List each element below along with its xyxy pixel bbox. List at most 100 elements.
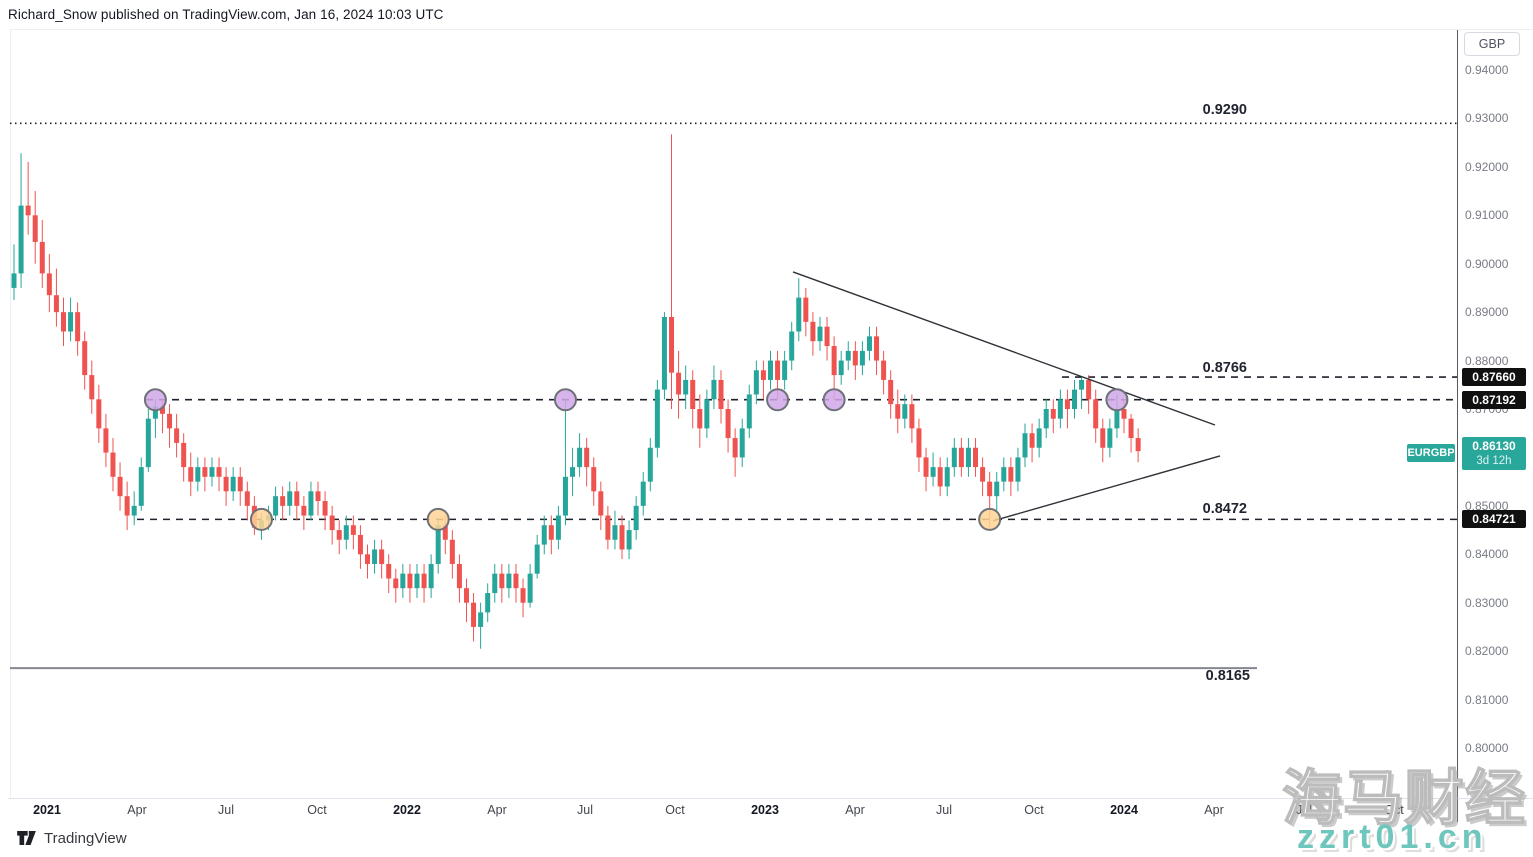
candle <box>711 379 717 400</box>
tradingview-logo-icon[interactable] <box>16 829 37 847</box>
candle <box>1064 399 1070 409</box>
candle <box>916 428 922 458</box>
candle <box>796 297 802 332</box>
level-touch-marker <box>553 388 577 412</box>
candle <box>273 496 279 516</box>
watermark-url: zzrt01.cn <box>1297 818 1488 856</box>
candle <box>223 476 229 492</box>
level-price-badge: 0.84721 <box>1462 510 1526 529</box>
candle <box>124 496 130 516</box>
candle <box>372 549 378 564</box>
last-price-badge: 0.86130 3d 12h <box>1462 437 1526 471</box>
candle <box>230 476 236 492</box>
time-tick-Apr: Apr <box>1204 803 1224 817</box>
candle <box>633 505 639 531</box>
level-label: 0.9290 <box>1203 102 1247 118</box>
candle <box>513 573 519 589</box>
footer: TradingView <box>16 829 127 847</box>
candle <box>534 544 540 574</box>
candle <box>661 316 667 390</box>
candle <box>329 515 335 531</box>
time-tick-Oct: Oct <box>1384 803 1404 817</box>
candle <box>167 413 173 429</box>
candle <box>1072 389 1077 409</box>
tradingview-logo-text[interactable]: TradingView <box>44 829 127 847</box>
candle <box>1057 399 1063 419</box>
level-label: 0.8472 <box>1203 501 1247 517</box>
candle <box>584 447 590 468</box>
candle <box>669 316 675 373</box>
candle <box>506 573 512 589</box>
price-axis[interactable]: GBP 0.94000 0.93000 0.92000 0.91000 0.90000 0… <box>1458 0 1533 857</box>
candle <box>343 525 349 540</box>
candle <box>951 447 957 468</box>
candle <box>852 350 858 366</box>
price-tick: 0.84000 <box>1465 547 1509 562</box>
candle <box>280 496 286 506</box>
candle <box>152 406 158 419</box>
candle <box>308 491 314 516</box>
time-tick-Oct: Oct <box>307 803 327 817</box>
price-tick: 0.93000 <box>1465 111 1509 126</box>
candle <box>421 573 427 589</box>
candle <box>1008 467 1014 482</box>
candle <box>195 467 201 482</box>
candle <box>1050 409 1056 419</box>
candle <box>463 588 469 603</box>
candle <box>973 447 979 468</box>
candle <box>492 573 498 594</box>
candle <box>287 491 293 506</box>
candle <box>96 399 102 429</box>
candle <box>527 573 533 603</box>
candle <box>739 428 745 458</box>
time-tick-Apr: Apr <box>845 803 865 817</box>
candle <box>350 525 356 535</box>
candle <box>202 467 208 477</box>
time-axis[interactable]: 2021 Apr Jul Oct 2022 Apr Jul Oct 2023 Apr Jul Oct 2… <box>0 798 1457 824</box>
candle <box>449 539 455 564</box>
candle <box>1015 457 1021 482</box>
candle <box>53 295 59 313</box>
candle <box>824 326 830 347</box>
time-axis-separator <box>8 798 1533 799</box>
publish-info: Richard_Snow published on TradingView.co… <box>8 7 444 22</box>
candle <box>874 336 880 361</box>
candle <box>541 525 547 545</box>
candle <box>46 273 52 296</box>
candle <box>103 428 109 453</box>
candle <box>810 321 816 342</box>
candle <box>216 467 222 477</box>
candle <box>322 501 328 516</box>
candle <box>640 481 646 506</box>
candle <box>379 549 385 564</box>
candle <box>866 336 872 351</box>
candle <box>619 525 625 550</box>
candle <box>626 530 632 550</box>
candle <box>499 573 505 589</box>
candle <box>60 312 66 332</box>
candle <box>704 399 710 429</box>
level-touch-marker <box>978 507 1002 531</box>
candle <box>562 476 568 516</box>
currency-toggle-button[interactable]: GBP <box>1464 32 1520 56</box>
candle <box>174 428 180 443</box>
candle <box>138 467 144 506</box>
candle <box>987 481 993 497</box>
time-tick-Oct: Oct <box>1024 803 1044 817</box>
candle <box>1100 428 1106 448</box>
candle <box>188 467 194 482</box>
pane-border-top <box>10 29 1533 30</box>
level-touch-marker <box>143 388 167 412</box>
candle <box>520 588 526 603</box>
candle <box>75 312 81 342</box>
price-axis-separator <box>1457 30 1458 822</box>
bar-countdown: 3d 12h <box>1476 455 1512 468</box>
candle <box>937 467 943 487</box>
price-tick: 0.83000 <box>1465 595 1509 610</box>
candle <box>782 360 788 380</box>
candle <box>1001 467 1007 482</box>
candle <box>605 515 611 540</box>
candle <box>923 457 929 477</box>
candle <box>676 372 682 395</box>
